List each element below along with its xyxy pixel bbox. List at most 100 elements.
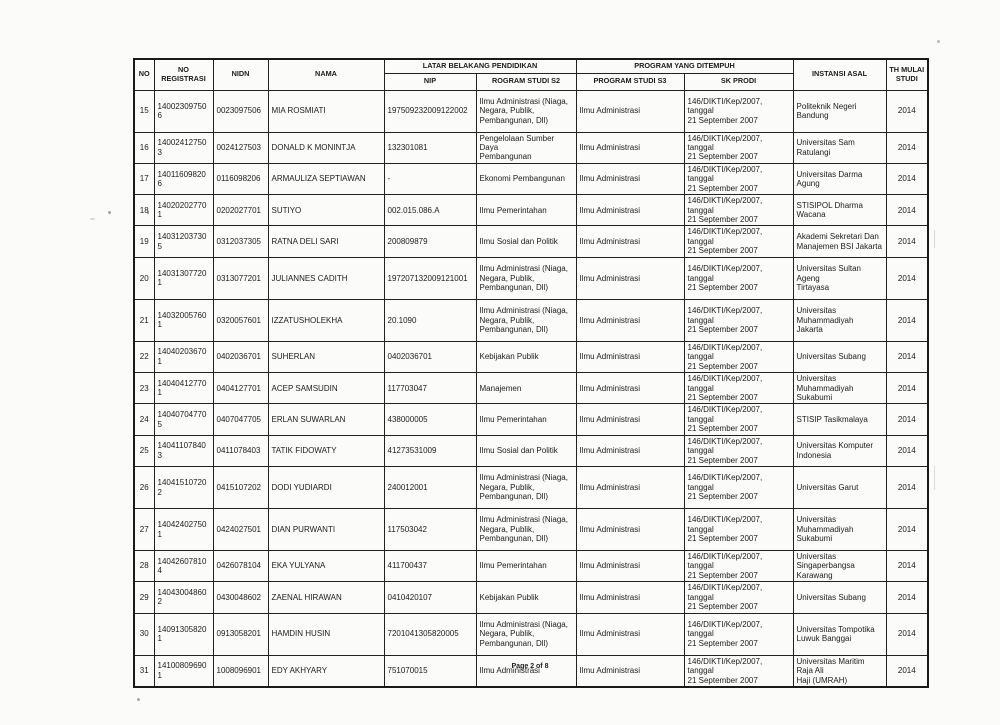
table-row: 19 140312037305 0312037305 RATNA DELI SARI 2… <box>133 225 929 258</box>
cell-nip: 438000005 <box>383 403 477 436</box>
cell-nidn: 0402036701 <box>212 340 269 374</box>
cell-program-studi-s2: Kebijakan Publik <box>475 581 577 614</box>
cell-program-studi-s2: Pengelolaan Sumber Daya Pembangunan <box>475 131 577 164</box>
cell-th-mulai: 2014 <box>885 225 929 258</box>
cell-no: 31 <box>133 654 155 688</box>
cell-sk-prodi: 146/DIKTI/Kep/2007, tanggal 21 September… <box>683 340 794 374</box>
cell-nama: SUTIYO <box>267 194 385 227</box>
cell-instansi-asal: Universitas Subang <box>792 581 887 614</box>
cell-nama: RATNA DELI SARI <box>267 225 385 258</box>
cell-program-studi-s2: Ilmu Administrasi (Niaga, Negara, Publik… <box>475 298 577 342</box>
cell-program-studi-s2: Ilmu Administrasi (Niaga, Negara, Publik… <box>475 508 577 551</box>
cell-program-studi-s3: Ilmu Administrasi <box>575 403 685 436</box>
cell-sk-prodi: 146/DIKTI/Kep/2007, tanggal 21 September… <box>683 581 794 614</box>
cell-program-studi-s2: Ilmu Administrasi (Niaga, Negara, Publik… <box>475 256 577 300</box>
cell-nip: 20.1090 <box>383 298 477 342</box>
cell-nidn: 1008096901 <box>212 654 269 688</box>
cell-program-studi-s2: Ilmu Administrasi (Niaga, Negara, Publik… <box>475 466 577 509</box>
table-row: 21 140320057601 0320057601 IZZATUSHOLEKHA 20… <box>133 298 929 342</box>
col-header-program-studi-s3: PROGRAM STUDI S3 <box>575 72 685 91</box>
cell-nip: 200809879 <box>383 225 477 258</box>
cell-th-mulai: 2014 <box>885 654 929 688</box>
cell-no: 20 <box>133 256 155 300</box>
cell-nip: - <box>383 162 477 196</box>
cell-program-studi-s3: Ilmu Administrasi <box>575 298 685 342</box>
table-row: 30 140913058201 0913058201 HAMDIN HUSIN 7201… <box>133 612 929 656</box>
cell-sk-prodi: 146/DIKTI/Kep/2007, tanggal 21 September… <box>683 508 794 551</box>
cell-nama: DODI YUDIARDI <box>267 466 385 509</box>
cell-th-mulai: 2014 <box>885 581 929 614</box>
cell-instansi-asal: Universitas Maritim Raja Ali Haji (UMRAH… <box>792 654 887 688</box>
cell-sk-prodi: 146/DIKTI/Kep/2007, tanggal 21 September… <box>683 194 794 227</box>
cell-no: 19 <box>133 225 155 258</box>
cell-no-registrasi: 140202027701 <box>153 194 214 227</box>
cell-instansi-asal: Akademi Sekretari Dan Manajemen BSI Jaka… <box>792 225 887 258</box>
cell-program-studi-s3: Ilmu Administrasi <box>575 256 685 300</box>
cell-program-studi-s2: Ilmu Administrasi <box>475 654 577 688</box>
table-row: 28 140426078104 0426078104 EKA YULYANA 41170… <box>133 549 929 583</box>
cell-sk-prodi: 146/DIKTI/Kep/2007, tanggal 21 September… <box>683 89 794 133</box>
scan-artifact <box>934 230 935 248</box>
scan-artifact <box>147 211 149 214</box>
cell-nama: HAMDIN HUSIN <box>267 612 385 656</box>
cell-instansi-asal: Universitas Sultan Ageng Tirtayasa <box>792 256 887 300</box>
cell-instansi-asal: Universitas Sam Ratulangi <box>792 131 887 164</box>
cell-nip: 0402036701 <box>383 340 477 374</box>
cell-no: 23 <box>133 372 155 405</box>
cell-nip: 41273531009 <box>383 434 477 468</box>
cell-instansi-asal: Politeknik Negeri Bandung <box>792 89 887 133</box>
cell-program-studi-s3: Ilmu Administrasi <box>575 194 685 227</box>
table-row: 29 140430048602 0430048602 ZAENAL HIRAWAN 04… <box>133 581 929 614</box>
cell-program-studi-s3: Ilmu Administrasi <box>575 466 685 509</box>
cell-nidn: 0424027501 <box>212 508 269 551</box>
cell-program-studi-s3: Ilmu Administrasi <box>575 131 685 164</box>
cell-nama: JULIANNES CADITH <box>267 256 385 300</box>
registrants-table: NO NO REGISTRASI NIDN NAMA LATAR BELAKAN… <box>133 58 930 688</box>
table-header: NO NO REGISTRASI NIDN NAMA LATAR BELAKAN… <box>133 58 929 91</box>
cell-th-mulai: 2014 <box>885 612 929 656</box>
table-row: 31 141008096901 1008096901 EDY AKHYARY 75107… <box>133 654 929 688</box>
cell-instansi-asal: STISIPOL Dharma Wacana <box>792 194 887 227</box>
cell-nidn: 0202027701 <box>212 194 269 227</box>
cell-program-studi-s3: Ilmu Administrasi <box>575 434 685 468</box>
cell-no-registrasi: 140424027501 <box>153 508 214 551</box>
cell-program-studi-s2: Ilmu Pemerintahan <box>475 403 577 436</box>
cell-no: 24 <box>133 403 155 436</box>
cell-no: 22 <box>133 340 155 374</box>
page-number-footer: Page 2 of 8 <box>511 663 549 670</box>
table-row: 27 140424027501 0424027501 DIAN PURWANTI 117… <box>133 508 929 551</box>
cell-no: 29 <box>133 581 155 614</box>
cell-nip: 132301081 <box>383 131 477 164</box>
cell-nidn: 0313077201 <box>212 256 269 300</box>
cell-nidn: 0116098206 <box>212 162 269 196</box>
col-header-no: NO <box>133 58 155 91</box>
cell-nama: IZZATUSHOLEKHA <box>267 298 385 342</box>
col-header-program-studi-s2: ROGRAM STUDI S2 <box>475 72 577 91</box>
cell-program-studi-s3: Ilmu Administrasi <box>575 549 685 583</box>
cell-instansi-asal: Universitas Singaperbangsa Karawang <box>792 549 887 583</box>
col-header-nidn: NIDN <box>212 58 269 91</box>
cell-no-registrasi: 140426078104 <box>153 549 214 583</box>
cell-no-registrasi: 140116098206 <box>153 162 214 196</box>
cell-instansi-asal: Universitas Tompotika Luwuk Banggai <box>792 612 887 656</box>
cell-nidn: 0407047705 <box>212 403 269 436</box>
cell-instansi-asal: Universitas Muhammadiyah Sukabumi <box>792 372 887 405</box>
cell-nidn: 0426078104 <box>212 549 269 583</box>
table-row: 25 140411078403 0411078403 TATIK FIDOWATY 41… <box>133 434 929 468</box>
scan-artifact <box>937 40 940 43</box>
cell-no: 21 <box>133 298 155 342</box>
table-row: 22 140402036701 0402036701 SUHERLAN 04020367… <box>133 340 929 374</box>
cell-nama: EKA YULYANA <box>267 549 385 583</box>
cell-no: 18 <box>133 194 155 227</box>
cell-program-studi-s2: Ilmu Pemerintahan <box>475 549 577 583</box>
cell-nidn: 0312037305 <box>212 225 269 258</box>
cell-th-mulai: 2014 <box>885 162 929 196</box>
table-row: 26 140415107202 0415107202 DODI YUDIARDI 240… <box>133 466 929 509</box>
col-header-th-mulai: TH MULAI STUDI <box>885 58 929 91</box>
cell-sk-prodi: 146/DIKTI/Kep/2007, tanggal 21 September… <box>683 256 794 300</box>
cell-nip: 7201041305820005 <box>383 612 477 656</box>
cell-sk-prodi: 146/DIKTI/Kep/2007, tanggal 21 September… <box>683 654 794 688</box>
cell-nama: ARMAULIZA SEPTIAWAN <box>267 162 385 196</box>
cell-instansi-asal: Universitas Muhammadiyah Sukabumi <box>792 508 887 551</box>
